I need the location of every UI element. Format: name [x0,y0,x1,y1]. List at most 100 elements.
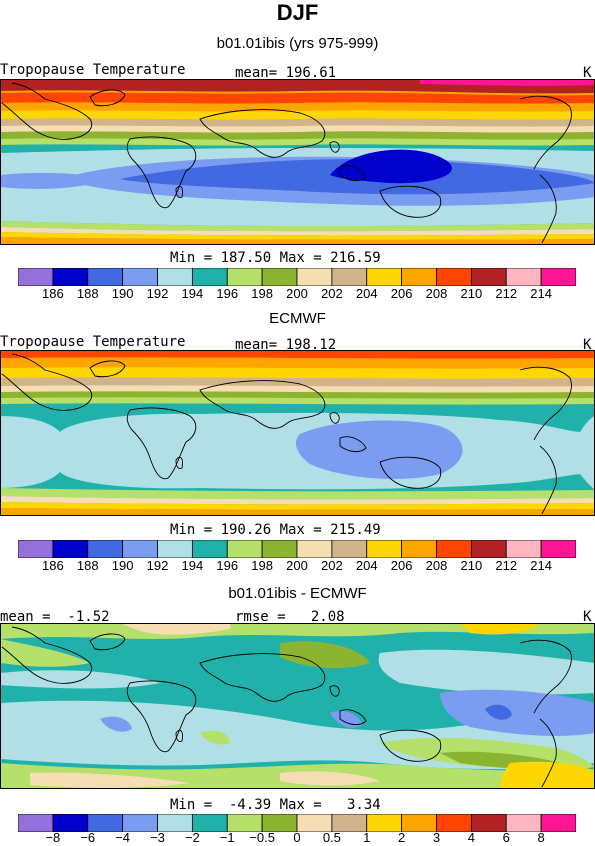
band-198-south [0,488,595,500]
panel-3-colorbar-tick-label: 3 [432,830,441,845]
panel-1-colorbar-swatch-5 [191,268,228,286]
band-210-north [0,92,595,104]
band-188-core [330,149,452,184]
panel-3-colorbar-tick-label: −2 [184,830,200,845]
panel-3-map [0,623,595,789]
diff-band-0-asia [280,641,370,669]
diff-band-2-south [500,761,595,789]
band-200-north [0,391,595,399]
panel-3-colorbar-swatch-15 [540,814,576,832]
band-208b-north [0,102,595,112]
panel-3-colorbar-tick-label: 0 [293,830,301,845]
band-204-north [0,377,595,387]
diff-band-minus05-west [0,639,90,667]
coastlines [1,626,572,788]
band-202-south [0,496,595,505]
panel-2-colorbar-swatch-13 [470,540,507,558]
panel-1-colorbar-swatch-8 [296,268,333,286]
panel-2-colorbar-swatch-8 [296,540,333,558]
panel-2-colorbar-tick-label: 208 [425,558,448,573]
panel-1-colorbar-tick-label: 194 [181,286,204,301]
panel-3-mean-label: mean = -1.52 [0,609,110,625]
panel-2-colorbar-swatch-1 [52,540,89,558]
diff-band-minus3-maritime [330,710,362,728]
panel-2-colorbar-swatch-14 [505,540,542,558]
band-202-north [0,385,595,393]
panel-1-colorbar-swatch-2 [87,268,124,286]
panel-3-colorbar-ticks: −8 −6 −4 −3 −2 −1 −0.5 0 0.5 1 2 3 4 6 8 [18,830,576,846]
band-200-north [0,131,595,140]
panel-2-colorbar-tick-label: 202 [321,558,343,573]
panel-1-colorbar-tick-label: 188 [76,286,99,301]
panel-1-title: b01.01ibis (yrs 975-999) [216,35,379,52]
band-214-north [420,79,595,86]
panel-1-colorbar-tick-label: 190 [111,286,134,301]
panel-1-colorbar-swatch-1 [52,268,89,286]
panel-3-colorbar-tick-label: −1 [219,830,235,845]
panel-1-colorbar-tick-label: 192 [146,286,169,301]
coastlines [1,82,572,244]
panel-1-colorbar-swatch-12 [436,268,472,286]
panel-1-colorbar-swatch-3 [122,268,158,286]
panel-3-colorbar-tick-label: 0.5 [322,830,341,845]
panel-1-colorbar-tick-label: 202 [321,286,343,301]
figure-title: DJF [276,0,319,25]
panel-1-unit-label: K [583,65,592,81]
panel-1-colorbar [18,268,576,286]
panel-2-colorbar-ticks: 186 188 190 192 194 196 198 200 202 204 206 208 210 2… [18,558,576,574]
band-204-north [0,118,595,127]
coastlines [1,353,572,515]
panel-1-colorbar-swatch-13 [470,268,507,286]
panel-3-colorbar-tick-label: −8 [45,830,61,845]
panel-2-colorbar-swatch-10 [366,540,403,558]
panel-2-colorbar-swatch-5 [191,540,228,558]
band-206-north [0,367,595,379]
panel-2-colorbar-tick-label: 210 [460,558,483,573]
panel-1-colorbar-swatch-10 [366,268,403,286]
band-198-north [0,397,595,405]
panel-1-colorbar-tick-label: 212 [495,286,518,301]
panel-2-colorbar-tick-label: 188 [76,558,99,573]
panel-2-colorbar-tick-label: 186 [42,558,64,573]
band-208-south [0,508,595,516]
band-198-north [0,138,595,146]
panel-1-colorbar-swatch-7 [261,268,298,286]
band-192-west [0,172,110,189]
panel-3-colorbar-tick-label: −0.5 [249,830,275,845]
panel-2-colorbar-tick-label: 190 [111,558,134,573]
panel-2-mean-label: mean= 198.12 [235,337,337,353]
panel-1-colorbar-tick-label: 210 [460,286,483,301]
panel-2-colorbar-swatch-12 [436,540,472,558]
panel-2-colorbar-tick-label: 194 [181,558,204,573]
panel-1-colorbar-swatch-9 [331,268,368,286]
panel-3-title: b01.01ibis - ECMWF [228,585,367,602]
panel-3-colorbar-tick-label: 2 [398,830,406,845]
panel-3-colorbar-tick-label: −6 [80,830,96,845]
panel-3-colorbar-tick-label: 6 [502,830,510,845]
panel-3-colorbar-tick-label: 4 [467,830,475,845]
diff-band-minus2-west [0,670,160,689]
band-210-north [0,350,595,359]
band-206-south [0,502,595,510]
band-206-north [0,110,595,120]
band-202-north [0,125,595,133]
panel-3-colorbar-tick-label: −3 [150,830,165,845]
panel-1-colorbar-swatch-6 [226,268,263,286]
panel-2-colorbar-tick-label: 198 [251,558,273,573]
panel-2-colorbar [18,540,576,558]
panel-3-colorbar-tick-label: 1 [363,830,371,845]
diff-band-minus05-madagascar [200,730,230,745]
panel-2-colorbar-tick-label: 214 [530,558,552,573]
diff-band-2-north [460,623,540,635]
panel-2-variable-label: Tropopause Temperature [0,334,186,350]
panel-1-colorbar-tick-label: 200 [286,286,308,301]
panel-2-colorbar-swatch-0 [18,540,54,558]
panel-2-unit-label: K [583,337,592,353]
panel-3-colorbar-tick-label: 8 [537,830,545,845]
panel-2-colorbar-swatch-3 [122,540,158,558]
panel-1-map [0,79,595,245]
band-198-south [0,221,595,232]
panel-2-colorbar-swatch-7 [261,540,298,558]
panel-1-colorbar-tick-label: 186 [42,286,64,301]
panel-1-min-max: Min = 187.50 Max = 216.59 [170,250,381,266]
